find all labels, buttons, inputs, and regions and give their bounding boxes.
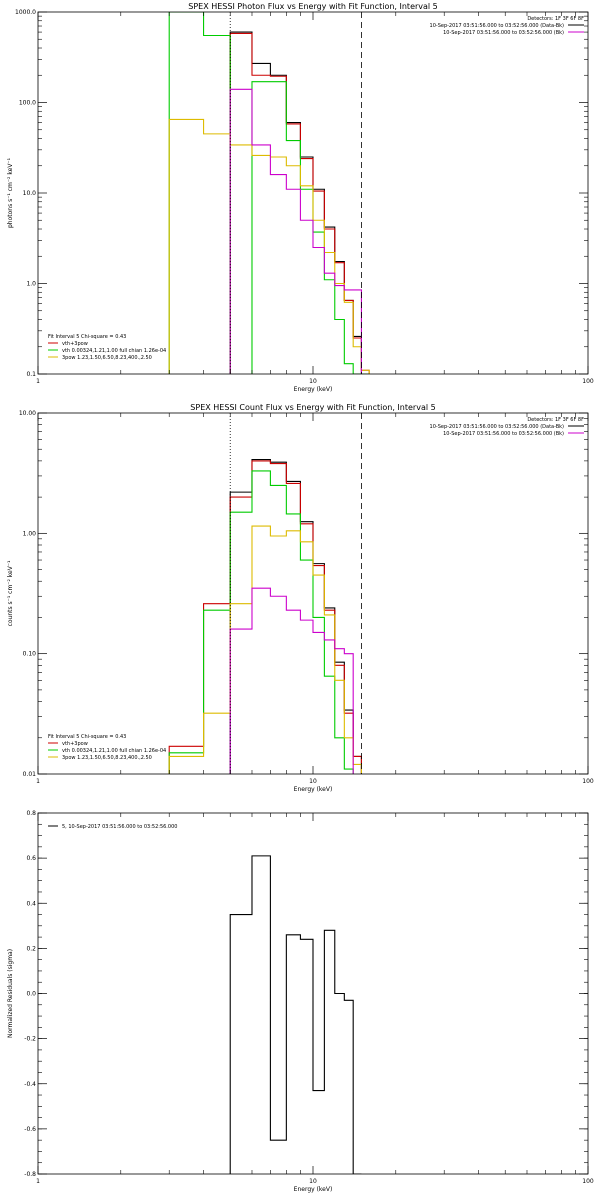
series-2-line xyxy=(168,460,362,774)
legend-entry: vth 0.00324,1.21,1.00 full chian 1.26e-0… xyxy=(62,348,166,354)
y-tick-label: 0.4 xyxy=(26,900,36,907)
x-axis: 1 10 100 xyxy=(36,813,594,1185)
series-4-line xyxy=(168,525,362,774)
legend-entry: vth 0.00324,1.21,1.00 full chian 1.26e-0… xyxy=(62,748,166,754)
chart-title: SPEX HESSI Count Flux vs Energy with Fit… xyxy=(190,403,435,412)
series-group xyxy=(168,12,370,374)
chart-panel-1: SPEX HESSI Photon Flux vs Energy with Fi… xyxy=(7,2,594,393)
legend-entry: vth+3pow xyxy=(62,341,88,347)
x-tick-label: 100 xyxy=(582,778,594,785)
legend: 5, 10-Sep-2017 03:51:56.000 to 03:52:56.… xyxy=(48,824,177,830)
x-axis: 1 10 100 xyxy=(36,413,594,785)
legend-heading: Fit Interval 5 Chi-square = 0.43 xyxy=(48,334,126,340)
x-tick-label: 100 xyxy=(582,1178,594,1185)
x-tick-label: 100 xyxy=(582,378,594,385)
legend-entry: 3pow 1.23,1.50,6.50,8.23,400.,2.50 xyxy=(62,355,152,361)
series-3-line xyxy=(168,12,370,374)
legend: Fit Interval 5 Chi-square = 0.43vth+3pow… xyxy=(48,734,166,761)
y-tick-label: 0.01 xyxy=(23,771,37,778)
y-tick-label: 0.8 xyxy=(26,810,36,817)
x-tick-label: 10 xyxy=(309,778,317,785)
info-line: 10-Sep-2017 03:51:56.000 to 03:52:56.000… xyxy=(430,424,565,430)
series-5-line xyxy=(229,587,354,774)
series-1-line xyxy=(229,459,362,774)
y-tick-label: 1.00 xyxy=(23,530,37,537)
info-line: Detectors: 1F 3F 6F 8F xyxy=(527,417,584,423)
y-tick-label: -0.2 xyxy=(24,1036,36,1043)
legend-heading: Fit Interval 5 Chi-square = 0.43 xyxy=(48,734,126,740)
x-tick-label: 10 xyxy=(309,1178,317,1185)
legend: Fit Interval 5 Chi-square = 0.43vth+3pow… xyxy=(48,334,166,361)
x-tick-label: 10 xyxy=(309,378,317,385)
info-line: 10-Sep-2017 03:51:56.000 to 03:52:56.000… xyxy=(430,23,565,29)
chart-panel-3: 1 10 100 Energy (keV) -0.8 -0.6 -0.4 -0.2 0.0 0.2… xyxy=(7,810,594,1193)
series-3-line xyxy=(168,470,354,774)
chart-panel-2: SPEX HESSI Count Flux vs Energy with Fit… xyxy=(7,403,594,793)
y-tick-label: 1000.0 xyxy=(15,9,36,16)
y-tick-label: -0.4 xyxy=(24,1081,36,1088)
info-line: 10-Sep-2017 03:51:56.000 to 03:52:56.000… xyxy=(443,431,564,437)
y-tick-label: 100.0 xyxy=(19,100,36,107)
info-line: 10-Sep-2017 03:51:56.000 to 03:52:56.000… xyxy=(443,30,564,36)
y-tick-label: 0.1 xyxy=(26,371,36,378)
series-1-line xyxy=(229,31,362,374)
y-axis-label: Normalized Residuals (sigma) xyxy=(7,949,14,1038)
series-4-line xyxy=(168,118,370,374)
legend-entry: vth+3pow xyxy=(62,741,88,747)
y-tick-label: 0.6 xyxy=(26,855,36,862)
y-axis: 0.01 0.10 1.00 10.00 xyxy=(19,410,588,778)
y-tick-label: -0.8 xyxy=(24,1171,36,1178)
y-tick-label: 0.10 xyxy=(23,651,37,658)
y-tick-label: 10.00 xyxy=(19,410,36,417)
y-axis: -0.8 -0.6 -0.4 -0.2 0.0 0.2 0.4 0.6 0.8 xyxy=(24,810,588,1178)
series-group xyxy=(168,459,362,774)
y-tick-label: 10.0 xyxy=(23,190,37,197)
x-axis: 1 10 100 xyxy=(36,12,594,385)
x-tick-label: 1 xyxy=(36,378,40,385)
x-axis-label: Energy (keV) xyxy=(294,386,333,393)
series-5-line xyxy=(229,88,362,374)
y-tick-label: 0.2 xyxy=(26,945,36,952)
series-group xyxy=(229,855,362,1174)
series-2-line xyxy=(229,32,370,374)
x-tick-label: 1 xyxy=(36,1178,40,1185)
x-tick-label: 1 xyxy=(36,778,40,785)
x-axis-label: Energy (keV) xyxy=(294,1186,333,1193)
legend-entry: 3pow 1.23,1.50,6.50,8.23,400.,2.50 xyxy=(62,755,152,761)
y-axis-label: photons s⁻¹ cm⁻² keV⁻¹ xyxy=(7,157,14,228)
y-tick-label: -0.6 xyxy=(24,1126,36,1133)
y-tick-label: 1.0 xyxy=(26,281,36,288)
chart-title: SPEX HESSI Photon Flux vs Energy with Fi… xyxy=(188,2,438,11)
y-tick-label: 0.0 xyxy=(26,991,36,998)
y-axis: 0.1 1.0 10.0 100.0 1000.0 xyxy=(15,9,588,378)
legend-entry: 5, 10-Sep-2017 03:51:56.000 to 03:52:56.… xyxy=(62,824,177,830)
x-axis-label: Energy (keV) xyxy=(294,786,333,793)
y-axis-label: counts s⁻¹ cm⁻² keV⁻¹ xyxy=(7,560,14,626)
series-1-line xyxy=(229,855,362,1174)
info-line: Detectors: 1F 3F 6F 8F xyxy=(527,16,584,22)
